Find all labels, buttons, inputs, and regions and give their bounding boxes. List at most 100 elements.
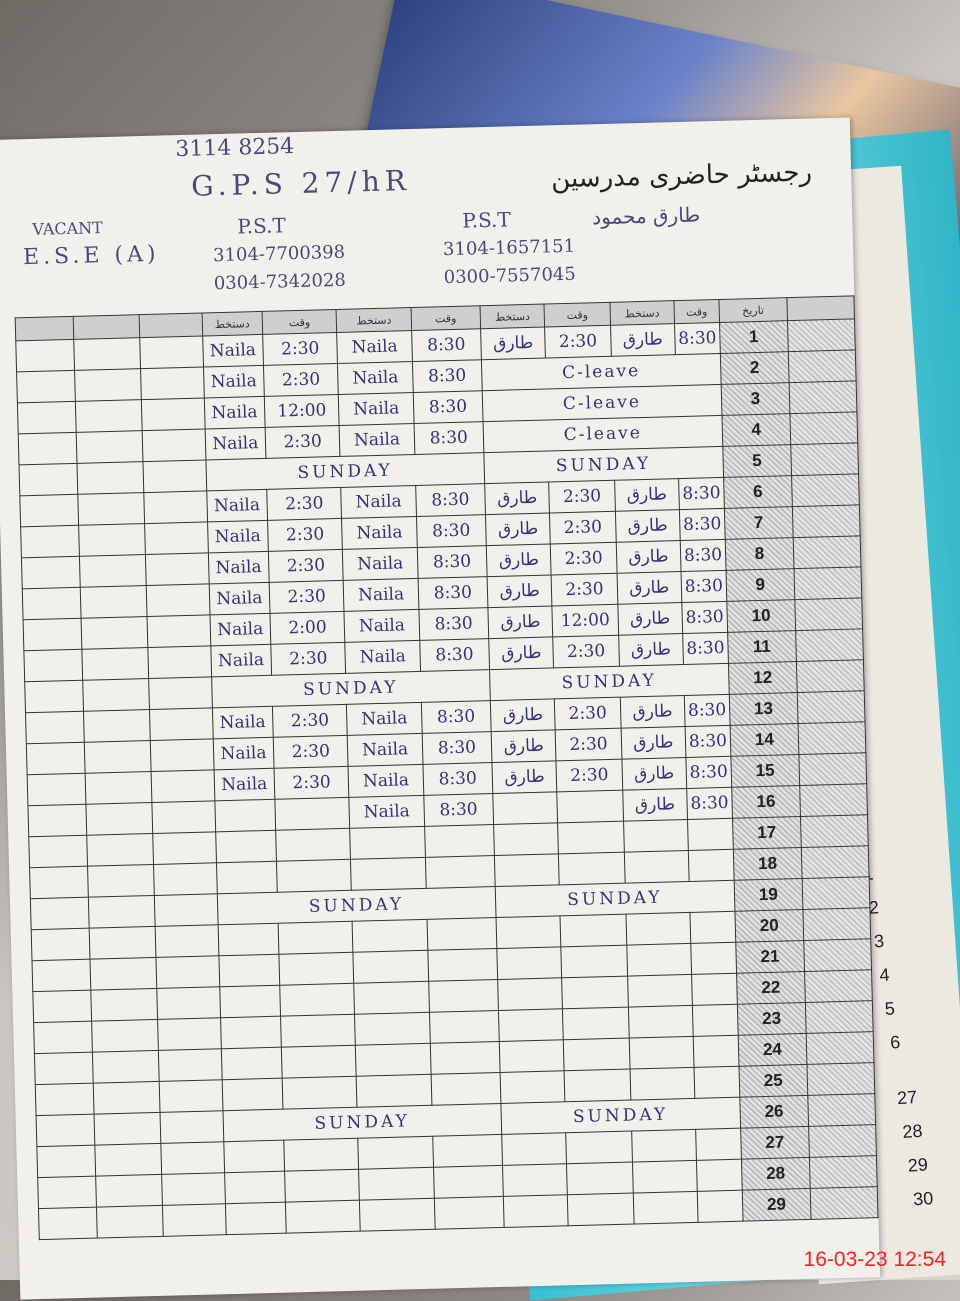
signature-cell <box>501 1132 567 1166</box>
signature-cell <box>353 950 429 984</box>
teacher2-phone1: 3104-1657151 <box>442 235 576 261</box>
register-title: رجسٹر حاضری مدرسین <box>550 157 813 195</box>
signature-cell: Naila <box>348 764 424 798</box>
vacant-cell <box>162 1172 226 1206</box>
vacant-cell <box>148 645 212 679</box>
time-cell: 8:30 <box>415 483 486 517</box>
vacant-cell <box>17 401 76 434</box>
time-cell: 2:30 <box>262 332 338 366</box>
vacant-cell <box>18 432 77 465</box>
time-cell <box>424 824 495 858</box>
time-cell: 8:30 <box>684 694 730 727</box>
time-cell: 2:30 <box>266 487 342 521</box>
vacant-cell <box>143 459 207 493</box>
vacant-cell <box>146 583 210 617</box>
time-cell: 2:30 <box>550 542 617 575</box>
time-cell <box>278 952 355 986</box>
time-cell <box>281 1045 357 1079</box>
signature-cell: طارق <box>622 788 688 822</box>
shaded-column <box>792 504 861 538</box>
vacant-cell <box>16 370 75 403</box>
next-page-day-number: 27 <box>896 1086 918 1109</box>
time-cell <box>688 849 734 882</box>
signature-cell: Naila <box>208 582 270 615</box>
vacant-cell <box>161 1141 225 1175</box>
vacant-label: VACANT <box>32 218 104 239</box>
signature-cell <box>632 1191 699 1225</box>
signature-cell <box>354 981 430 1015</box>
time-cell: 2:00 <box>269 611 346 645</box>
signature-cell <box>221 1047 283 1080</box>
vacant-cell <box>73 337 142 371</box>
time-cell <box>285 1200 361 1234</box>
vacant-cell <box>155 924 219 958</box>
signature-cell: Naila <box>210 644 272 677</box>
teacher1-phone1: 3104-7700398 <box>212 241 346 267</box>
signature-cell: Naila <box>345 640 421 674</box>
vacant-cell <box>25 711 84 744</box>
time-cell: 8:30 <box>417 545 488 579</box>
day-number: 6 <box>723 475 793 509</box>
time-cell: 8:30 <box>411 328 482 362</box>
column-header: دستخط <box>201 311 263 337</box>
teacher1-phone2: 0304-7342028 <box>213 269 347 295</box>
day-number: 3 <box>720 382 790 416</box>
signature-cell: Naila <box>208 551 270 584</box>
signature-cell: Naila <box>342 547 418 581</box>
time-cell <box>280 1014 356 1048</box>
vacant-cell <box>29 866 88 899</box>
day-number: 8 <box>724 537 794 571</box>
vacant-cell <box>141 397 205 431</box>
column-header: وقت <box>262 309 338 335</box>
vacant-cell <box>153 831 217 865</box>
signature-cell: Naila <box>346 702 422 736</box>
time-cell: 2:30 <box>273 735 349 769</box>
signature-cell: طارق <box>486 543 552 577</box>
signature-cell: طارق <box>614 478 680 512</box>
time-cell <box>432 1134 503 1168</box>
time-cell: 8:30 <box>412 359 483 393</box>
time-cell: 8:30 <box>421 700 492 734</box>
time-cell <box>279 983 355 1017</box>
time-cell: 8:30 <box>418 607 489 641</box>
time-cell: 2:30 <box>555 728 622 761</box>
time-cell <box>557 790 624 823</box>
time-cell: 8:30 <box>423 793 494 827</box>
vacant-cell <box>95 1174 163 1208</box>
vacant-cell <box>78 523 146 557</box>
time-cell <box>425 855 496 889</box>
signature-cell: Naila <box>202 334 264 367</box>
time-cell: 8:30 <box>421 731 492 765</box>
time-cell <box>687 818 734 851</box>
signature-cell: طارق <box>487 605 554 639</box>
shaded-column <box>802 907 871 941</box>
vacant-cell <box>76 461 145 495</box>
time-cell <box>275 828 351 862</box>
vacant-cell <box>92 1081 161 1115</box>
vacant-cell <box>150 738 214 772</box>
vacant-cell <box>35 1083 94 1116</box>
vacant-cell <box>84 771 153 805</box>
time-cell: 2:30 <box>265 425 341 459</box>
signature-cell <box>216 861 278 894</box>
vacant-cell <box>22 587 81 620</box>
shaded-column <box>790 442 859 476</box>
day-number: 15 <box>730 754 800 788</box>
signature-cell: طارق <box>618 633 684 667</box>
time-cell: 8:30 <box>416 514 487 548</box>
time-cell: 2:30 <box>554 697 621 730</box>
signature-cell <box>224 1171 286 1204</box>
column-header: دستخط <box>609 300 675 326</box>
time-cell <box>282 1076 358 1110</box>
time-cell: 2:30 <box>272 704 348 738</box>
vacant-cell <box>162 1203 226 1237</box>
signature-cell: Naila <box>204 396 266 429</box>
signature-cell <box>225 1202 287 1235</box>
signature-cell <box>503 1194 569 1228</box>
vacant-cell <box>27 804 87 837</box>
time-cell: 8:30 <box>413 390 483 424</box>
time-cell <box>562 1007 629 1040</box>
vacant-cell <box>81 647 150 681</box>
signature-cell <box>358 1167 435 1201</box>
time-cell: 8:30 <box>413 421 484 455</box>
